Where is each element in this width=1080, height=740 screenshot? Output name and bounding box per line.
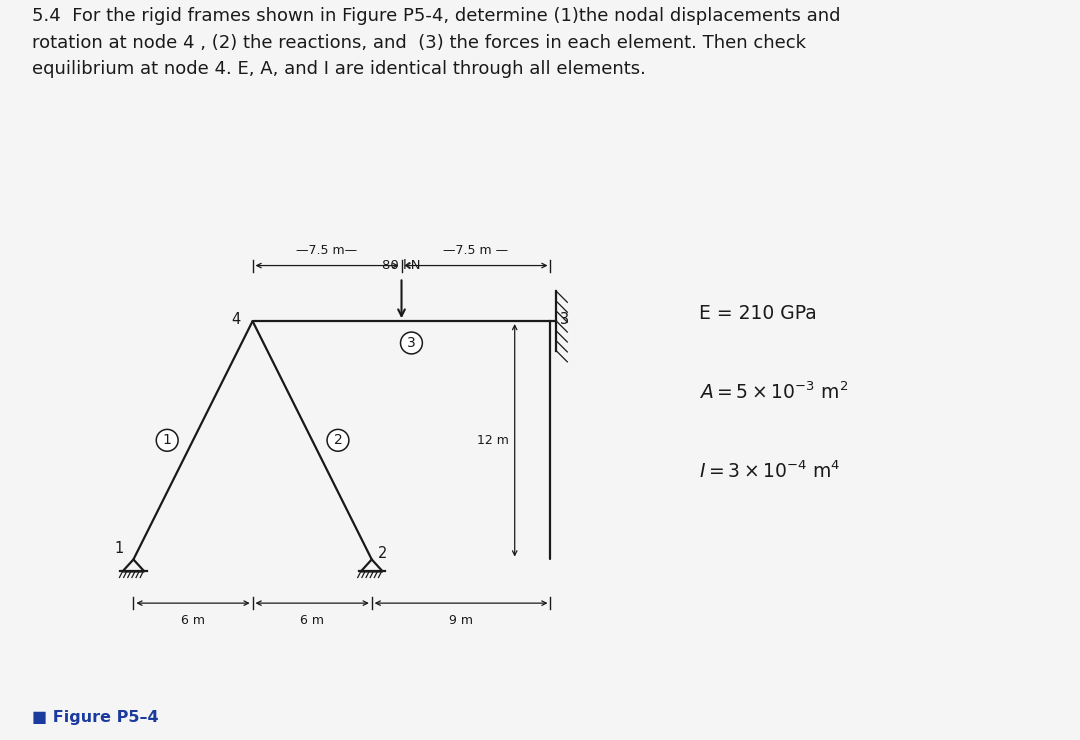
Text: 6 m: 6 m (300, 614, 324, 627)
Text: 3: 3 (407, 336, 416, 350)
Text: 9 m: 9 m (449, 614, 473, 627)
Text: —7.5 m —: —7.5 m — (444, 243, 509, 257)
Text: 3: 3 (561, 312, 569, 326)
Text: 6 m: 6 m (181, 614, 205, 627)
Circle shape (401, 332, 422, 354)
Text: —7.5 m—: —7.5 m— (297, 243, 357, 257)
Text: 1: 1 (163, 434, 172, 447)
Text: 5.4  For the rigid frames shown in Figure P5-4, determine (1)the nodal displacem: 5.4 For the rigid frames shown in Figure… (32, 7, 841, 78)
Circle shape (327, 429, 349, 451)
Text: 12 m: 12 m (477, 434, 509, 447)
Circle shape (157, 429, 178, 451)
Text: $A = 5 \times 10^{-3}\ \mathrm{m}^{2}$: $A = 5 \times 10^{-3}\ \mathrm{m}^{2}$ (699, 381, 848, 403)
Text: 2: 2 (378, 546, 387, 562)
Text: $I = 3 \times 10^{-4}\ \mathrm{m}^{4}$: $I = 3 \times 10^{-4}\ \mathrm{m}^{4}$ (699, 460, 840, 482)
Text: 80 kN: 80 kN (382, 260, 421, 272)
Text: 1: 1 (114, 542, 123, 556)
Text: 4: 4 (231, 312, 241, 326)
Text: E = 210 GPa: E = 210 GPa (699, 304, 816, 323)
Text: 2: 2 (334, 434, 342, 447)
Text: ■ Figure P5–4: ■ Figure P5–4 (32, 710, 159, 725)
